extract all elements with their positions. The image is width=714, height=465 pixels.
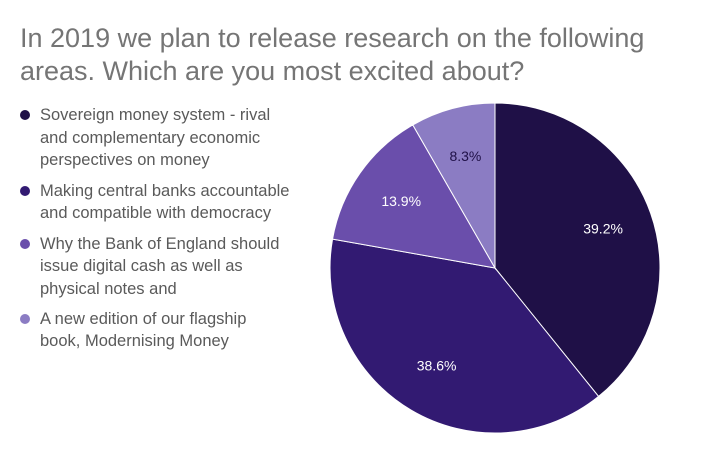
legend-swatch-sovereign-money [20,110,30,120]
pie-slice-sovereign-money [494,102,661,398]
chart-legend: Sovereign money system - rival and compl… [20,104,290,361]
legend-item-sovereign-money: Sovereign money system - rival and compl… [20,104,290,172]
chart-title: In 2019 we plan to release research on t… [20,23,645,86]
legend-label-sovereign-money: Sovereign money system - rival and compl… [40,106,271,169]
slice-value-label-digital-cash: 13.9% [381,193,421,209]
legend-label-digital-cash: Why the Bank of England should issue dig… [40,234,280,298]
legend-swatch-central-banks [20,185,30,196]
legend-swatch-digital-cash [20,238,30,249]
pie-value-labels: 39.2% 38.6% 13.9% 8.3% [381,148,623,374]
slice-value-label-modernising-money: 8.3% [449,148,481,164]
pie-slice-central-banks [329,238,600,434]
legend-label-modernising-money: A new edition of our flagship book, Mode… [40,309,247,351]
pie-slices [329,102,661,434]
slice-value-label-central-banks: 38.6% [417,357,457,373]
pie-slice-modernising-money [412,102,496,270]
legend-item-digital-cash: Why the Bank of England should issue dig… [20,233,290,300]
legend-item-central-banks: Making central banks accountable and com… [20,180,290,225]
legend-swatch-modernising-money [20,313,30,324]
legend-label-central-banks: Making central banks accountable and com… [40,181,290,223]
legend-item-modernising-money: A new edition of our flagship book, Mode… [20,308,290,353]
pie-slice-digital-cash [331,124,496,269]
slice-value-label-sovereign-money: 39.2% [583,221,623,237]
